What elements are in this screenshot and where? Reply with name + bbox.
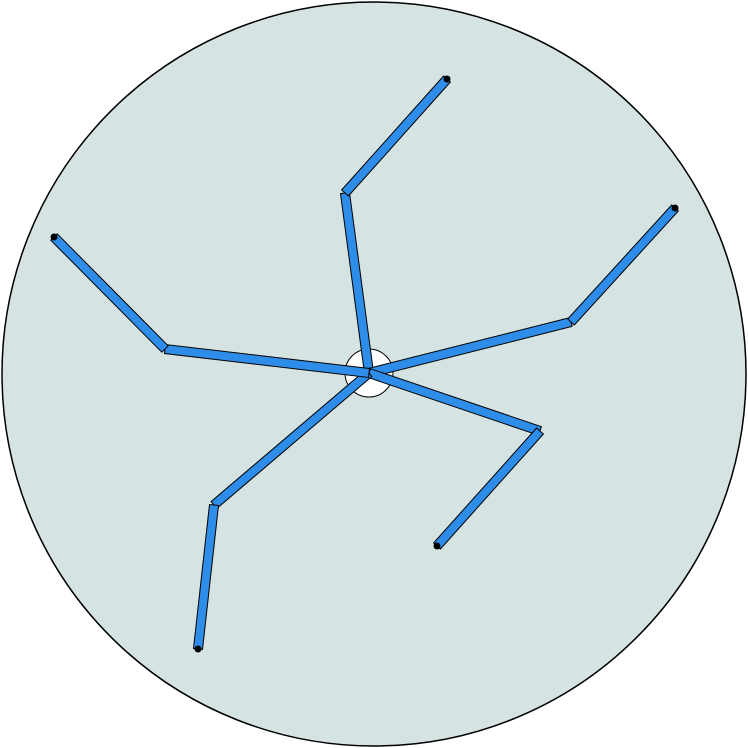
limb-left-segment [163,343,371,379]
limb-lower-right [366,368,545,550]
endpoint-dot-icon [194,645,202,653]
limb-left [50,233,371,379]
limb-lower-left-segment [192,503,220,651]
limb-upper-center [339,75,452,375]
limb-lower-left [192,368,373,653]
endpoint-dot-icon [50,233,58,241]
limb-upper-center-segment [340,75,452,197]
limb-left-segment [50,233,169,353]
endpoint-dot-icon [433,542,441,550]
limb-right-segment [566,204,680,326]
endpoint-dot-icon [443,75,451,83]
limbs-layer [50,75,680,653]
limb-lower-right-segment [432,427,545,550]
endpoint-dot-icon [671,204,679,212]
